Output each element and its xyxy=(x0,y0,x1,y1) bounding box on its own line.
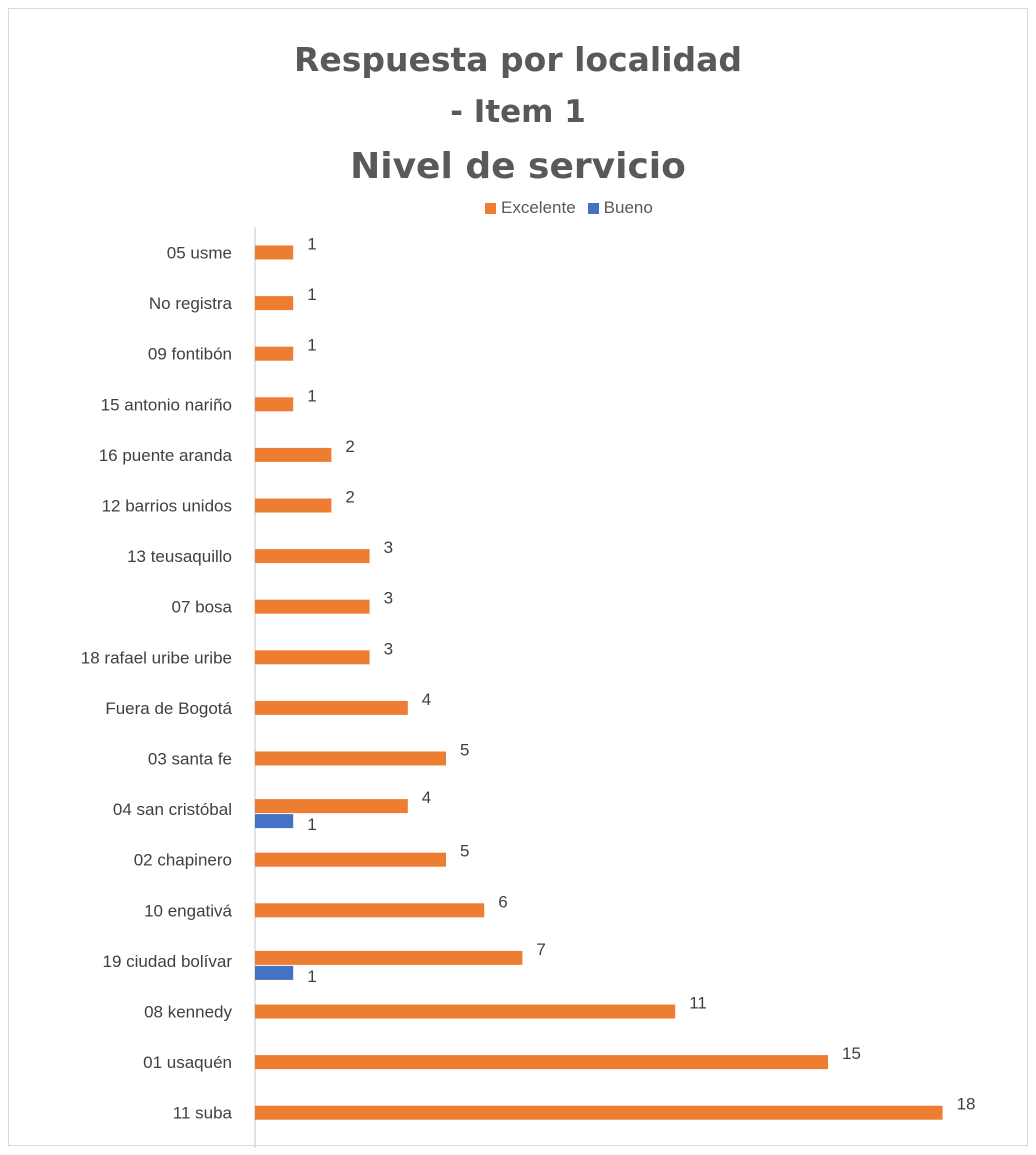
legend-swatch-excelente xyxy=(485,202,496,214)
data-label-bueno-19-ciudad-bolivar: 1 xyxy=(307,967,316,986)
data-label-excelente-02-chapinero: 5 xyxy=(460,842,469,861)
legend-label-excelente: Excelente xyxy=(501,198,576,217)
category-label-no-registra: No registra xyxy=(149,294,233,313)
chart-title-line-2: - Item 1 xyxy=(450,94,586,130)
category-label-07-bosa: 07 bosa xyxy=(172,598,233,617)
bar-excelente-11-suba xyxy=(255,1105,943,1120)
bar-excelente-09-fontibon xyxy=(255,346,294,361)
chart-title-line-1: Respuesta por localidad xyxy=(293,40,743,79)
data-label-excelente-fuera-de-bogota: 4 xyxy=(422,690,431,709)
category-label-11-suba: 11 suba xyxy=(173,1104,233,1123)
bar-excelente-01-usaquen xyxy=(255,1055,828,1070)
data-label-excelente-10-engativa: 6 xyxy=(498,892,507,911)
data-label-excelente-18-rafael-uribe-uribe: 3 xyxy=(384,639,393,658)
data-label-excelente-13-teusaquillo: 3 xyxy=(384,538,393,557)
bar-excelente-10-engativa xyxy=(255,903,485,918)
bar-excelente-05-usme xyxy=(255,245,294,260)
bar-excelente-13-teusaquillo xyxy=(255,549,370,564)
data-label-excelente-05-usme: 1 xyxy=(307,235,316,254)
chart-legend: Excelente Bueno xyxy=(485,196,665,220)
category-label-18-rafael-uribe-uribe: 18 rafael uribe uribe xyxy=(81,648,232,667)
data-label-excelente-12-barrios-unidos: 2 xyxy=(345,488,354,507)
category-label-02-chapinero: 02 chapinero xyxy=(134,851,232,870)
bar-bueno-04-san-cristobal xyxy=(255,814,294,829)
bar-excelente-02-chapinero xyxy=(255,852,446,867)
bar-excelente-04-san-cristobal xyxy=(255,799,408,814)
category-label-08-kennedy: 08 kennedy xyxy=(144,1003,232,1022)
legend-item-bueno: Bueno xyxy=(587,198,653,218)
category-label-fuera-de-bogota: Fuera de Bogotá xyxy=(105,699,232,718)
category-label-10-engativa: 10 engativá xyxy=(144,901,232,920)
bar-excelente-fuera-de-bogota xyxy=(255,700,408,715)
bar-bueno-19-ciudad-bolivar xyxy=(255,965,294,980)
data-label-excelente-08-kennedy: 11 xyxy=(689,994,707,1013)
data-label-excelente-03-santa-fe: 5 xyxy=(460,741,469,760)
bar-excelente-08-kennedy xyxy=(255,1004,676,1019)
category-label-19-ciudad-bolivar: 19 ciudad bolívar xyxy=(103,952,233,971)
bar-excelente-16-puente-aranda xyxy=(255,447,332,462)
bar-excelente-07-bosa xyxy=(255,599,370,614)
category-label-04-san-cristobal: 04 san cristóbal xyxy=(113,800,232,819)
category-label-09-fontibon: 09 fontibón xyxy=(148,345,232,364)
category-label-01-usaquen: 01 usaquén xyxy=(143,1053,232,1072)
data-label-excelente-15-antonio-narino: 1 xyxy=(307,386,316,405)
data-label-excelente-16-puente-aranda: 2 xyxy=(345,437,354,456)
bar-excelente-no-registra xyxy=(255,296,294,311)
bar-excelente-15-antonio-narino xyxy=(255,397,294,412)
data-label-excelente-11-suba: 18 xyxy=(957,1095,976,1114)
data-label-excelente-04-san-cristobal: 4 xyxy=(422,788,431,807)
category-label-12-barrios-unidos: 12 barrios unidos xyxy=(102,497,232,516)
data-label-excelente-no-registra: 1 xyxy=(307,285,316,304)
legend-swatch-bueno xyxy=(587,202,599,214)
legend-item-excelente: Excelente xyxy=(485,198,576,218)
chart-title-line-3: Nivel de servicio xyxy=(350,146,686,187)
data-label-bueno-04-san-cristobal: 1 xyxy=(307,815,316,834)
bar-excelente-03-santa-fe xyxy=(255,751,446,766)
bar-excelente-19-ciudad-bolivar xyxy=(255,950,523,965)
category-label-03-santa-fe: 03 santa fe xyxy=(148,750,232,769)
data-label-excelente-09-fontibon: 1 xyxy=(307,336,316,355)
category-label-05-usme: 05 usme xyxy=(167,244,232,263)
data-label-excelente-19-ciudad-bolivar: 7 xyxy=(536,940,545,959)
category-label-13-teusaquillo: 13 teusaquillo xyxy=(127,547,232,566)
category-label-15-antonio-narino: 15 antonio nariño xyxy=(101,395,232,414)
data-label-excelente-01-usaquen: 15 xyxy=(842,1044,861,1063)
bar-excelente-12-barrios-unidos xyxy=(255,498,332,513)
bar-excelente-18-rafael-uribe-uribe xyxy=(255,650,370,665)
legend-label-bueno: Bueno xyxy=(603,198,653,217)
category-label-16-puente-aranda: 16 puente aranda xyxy=(99,446,233,465)
data-label-excelente-07-bosa: 3 xyxy=(384,589,393,608)
